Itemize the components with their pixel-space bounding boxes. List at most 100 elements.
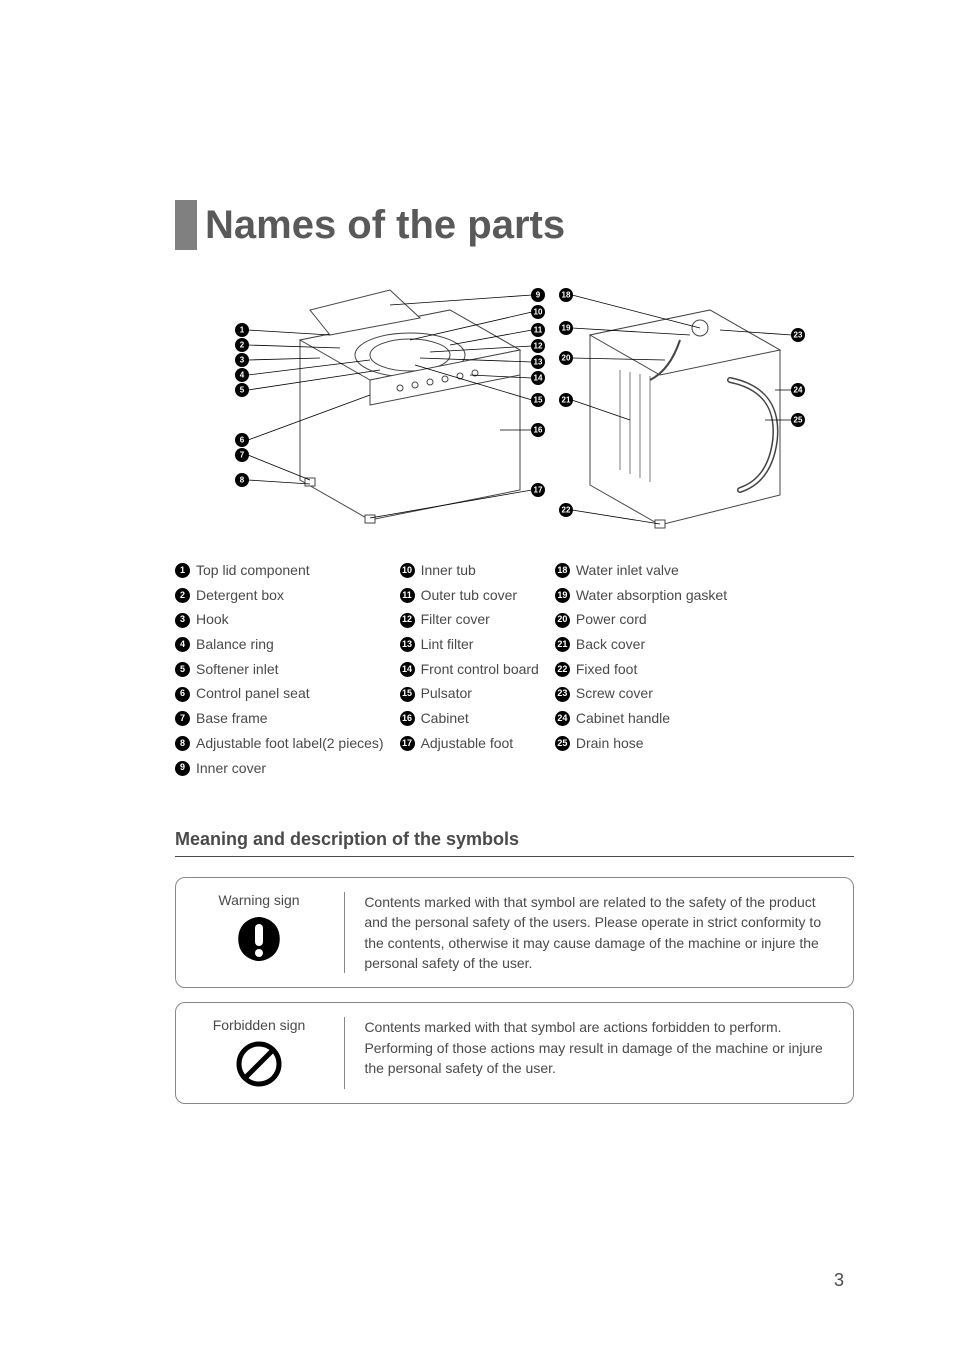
part-label: Balance ring (196, 634, 274, 656)
part-item: 6 Control panel seat (175, 683, 384, 705)
svg-text:5: 5 (239, 386, 244, 395)
svg-text:10: 10 (533, 308, 542, 317)
part-item: 10Inner tub (400, 560, 539, 582)
symbol-description: Contents marked with that symbol are rel… (364, 892, 835, 973)
part-item: 20 Power cord (555, 609, 727, 631)
part-number-badge: 4 (175, 637, 190, 652)
washer-rear-view (590, 310, 780, 528)
svg-text:9: 9 (535, 291, 540, 300)
svg-text:20: 20 (561, 354, 570, 363)
part-number-badge: 9 (175, 761, 190, 776)
svg-text:23: 23 (793, 331, 802, 340)
part-number-badge: 1 (175, 563, 190, 578)
part-number-badge: 3 (175, 613, 190, 628)
part-label: Adjustable foot label(2 pieces) (196, 733, 384, 755)
svg-text:3: 3 (239, 356, 244, 365)
symbol-box-forbidden: Forbidden sign Contents marked with that… (175, 1002, 854, 1104)
svg-text:8: 8 (239, 476, 244, 485)
parts-column-2: 10Inner tub11Outer tub cover12Filter cov… (400, 560, 539, 779)
part-number-badge: 24 (555, 711, 570, 726)
part-item: 8 Adjustable foot label(2 pieces) (175, 733, 384, 755)
part-item: 15 Pulsator (400, 683, 539, 705)
part-label: Adjustable foot (421, 733, 514, 755)
part-number-badge: 15 (400, 687, 415, 702)
title-row: Names of the parts (175, 200, 854, 250)
part-label: Cabinet (421, 708, 469, 730)
part-item: 14 Front control board (400, 659, 539, 681)
part-item: 13Lint filter (400, 634, 539, 656)
svg-text:4: 4 (239, 371, 244, 380)
part-label: Drain hose (576, 733, 644, 755)
washer-front-view (300, 290, 520, 523)
part-item: 7Base frame (175, 708, 384, 730)
svg-text:21: 21 (561, 396, 570, 405)
part-item: 9 Inner cover (175, 758, 384, 780)
svg-text:15: 15 (533, 396, 542, 405)
part-item: 5 Softener inlet (175, 659, 384, 681)
part-item: 22 Fixed foot (555, 659, 727, 681)
forbidden-icon (234, 1039, 284, 1089)
part-label: Inner cover (196, 758, 266, 780)
svg-text:14: 14 (533, 374, 542, 383)
part-number-badge: 17 (400, 736, 415, 751)
part-label: Filter cover (421, 609, 490, 631)
part-item: 23 Screw cover (555, 683, 727, 705)
symbol-description: Contents marked with that symbol are act… (364, 1017, 835, 1089)
svg-text:11: 11 (533, 326, 542, 335)
symbol-left: Forbidden sign (194, 1017, 324, 1089)
part-item: 24Cabinet handle (555, 708, 727, 730)
part-number-badge: 25 (555, 736, 570, 751)
title-accent-bar (175, 200, 197, 250)
svg-text:19: 19 (561, 324, 570, 333)
svg-text:6: 6 (239, 436, 244, 445)
part-number-badge: 8 (175, 736, 190, 751)
part-label: Front control board (421, 659, 539, 681)
symbol-label: Forbidden sign (213, 1017, 306, 1033)
svg-text:24: 24 (793, 386, 802, 395)
part-label: Pulsator (421, 683, 472, 705)
part-label: Fixed foot (576, 659, 637, 681)
diagram-svg: 1 2 3 4 5 6 7 8 9 10 11 12 13 14 15 16 1… (220, 280, 810, 530)
part-item: 25 Drain hose (555, 733, 727, 755)
part-item: 1Top lid component (175, 560, 384, 582)
part-label: Control panel seat (196, 683, 310, 705)
part-label: Screw cover (576, 683, 653, 705)
symbol-label: Warning sign (218, 892, 299, 908)
part-number-badge: 22 (555, 662, 570, 677)
part-item: 19 Water absorption gasket (555, 585, 727, 607)
part-item: 17 Adjustable foot (400, 733, 539, 755)
part-number-badge: 14 (400, 662, 415, 677)
part-number-badge: 5 (175, 662, 190, 677)
part-label: Power cord (576, 609, 647, 631)
svg-text:1: 1 (239, 326, 244, 335)
part-label: Outer tub cover (421, 585, 518, 607)
part-number-badge: 19 (555, 588, 570, 603)
part-number-badge: 6 (175, 687, 190, 702)
svg-text:2: 2 (239, 341, 244, 350)
part-item: 16 Cabinet (400, 708, 539, 730)
svg-text:7: 7 (239, 451, 244, 460)
parts-diagram: 1 2 3 4 5 6 7 8 9 10 11 12 13 14 15 16 1… (220, 280, 810, 530)
part-number-badge: 23 (555, 687, 570, 702)
svg-text:25: 25 (793, 416, 802, 425)
parts-column-3: 18Water inlet valve 19 Water absorption ga… (555, 560, 727, 779)
part-item: 21 Back cover (555, 634, 727, 656)
part-item: 18Water inlet valve (555, 560, 727, 582)
part-label: Base frame (196, 708, 268, 730)
part-label: Water inlet valve (576, 560, 679, 582)
part-number-badge: 10 (400, 563, 415, 578)
part-number-badge: 11 (400, 588, 415, 603)
part-number-badge: 21 (555, 637, 570, 652)
part-label: Softener inlet (196, 659, 279, 681)
part-item: 2Detergent box (175, 585, 384, 607)
part-label: Water absorption gasket (576, 585, 727, 607)
part-number-badge: 16 (400, 711, 415, 726)
symbol-left: Warning sign (194, 892, 324, 973)
svg-text:22: 22 (561, 506, 570, 515)
svg-text:16: 16 (533, 426, 542, 435)
part-number-badge: 20 (555, 613, 570, 628)
page-title: Names of the parts (205, 203, 565, 248)
part-label: Back cover (576, 634, 645, 656)
symbols-heading: Meaning and description of the symbols (175, 829, 854, 857)
part-label: Hook (196, 609, 229, 631)
